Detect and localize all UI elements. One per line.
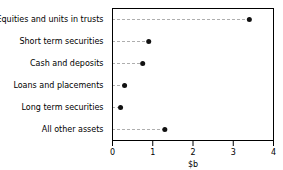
svg-text:3: 3 — [231, 148, 236, 157]
svg-text:Loans and placements: Loans and placements — [13, 81, 103, 90]
svg-text:Equities and units in trusts: Equities and units in trusts — [0, 15, 104, 24]
svg-text:4: 4 — [271, 148, 276, 157]
svg-text:All other assets: All other assets — [42, 125, 104, 134]
svg-text:Short term securities: Short term securities — [19, 37, 103, 46]
svg-text:$b: $b — [188, 160, 198, 169]
svg-text:Cash and deposits: Cash and deposits — [30, 59, 104, 68]
svg-text:Long term securities: Long term securities — [22, 103, 104, 112]
svg-text:2: 2 — [190, 148, 195, 157]
svg-text:1: 1 — [150, 148, 155, 157]
svg-text:0: 0 — [110, 148, 115, 157]
